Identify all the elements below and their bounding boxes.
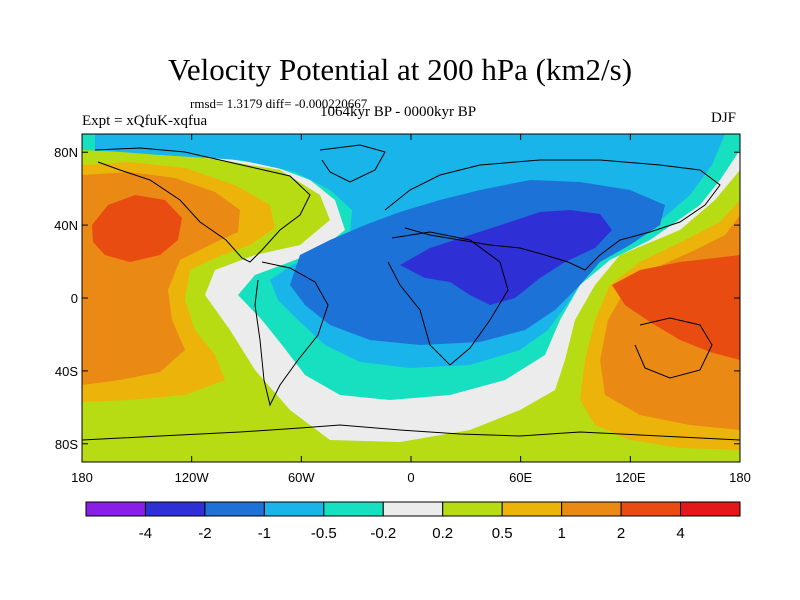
colorbar-box [561, 501, 622, 517]
lat-tick-label: 80N [54, 145, 78, 160]
colorbar-box [323, 501, 384, 517]
coastlines [82, 144, 740, 441]
colorbar-labels: -4 -2 -1 -0.5 -0.2 0.2 0.5 1 2 4 [139, 525, 685, 542]
coast-europe-asia [384, 159, 721, 271]
lat-tick-label: 0 [71, 291, 78, 306]
lat-tick-label: 80S [55, 437, 78, 452]
coast-south-america [254, 261, 329, 407]
coast-australia [634, 317, 713, 379]
colorbar-label: -2 [198, 525, 211, 542]
coast-north-america [94, 147, 311, 263]
period-label: 1064kyr BP - 0000kyr BP [320, 104, 477, 120]
coast-antarctica [82, 424, 740, 441]
coast-africa [387, 231, 509, 366]
lon-tick-label: 180 [729, 470, 751, 485]
rmsd-diff-stats: rmsd= 1.3179 diff= -0.000220667 [190, 96, 368, 111]
lon-tick-label: 60E [509, 470, 532, 485]
latitude-axis: 80N 40N 0 40S 80S [54, 145, 740, 452]
colorbar-box [85, 501, 146, 517]
lon-tick-label: 60W [288, 470, 315, 485]
colorbar-box [442, 501, 503, 517]
colorbar-label: -4 [139, 525, 152, 542]
lat-tick-label: 40S [55, 364, 78, 379]
colorbar-label: -1 [258, 525, 271, 542]
coast-greenland [319, 144, 386, 183]
lon-tick-label: 180 [71, 470, 93, 485]
longitude-axis: 180 120W 60W 0 60E 120E 180 [71, 134, 751, 485]
colorbar-label: -0.5 [311, 525, 337, 542]
colorbar-box [382, 501, 444, 517]
colorbar-boxes [85, 501, 741, 517]
contour-pos-strong-west [92, 195, 182, 262]
lon-tick-label: 0 [407, 470, 414, 485]
contour-fill-layer [82, 134, 740, 462]
plot-title: Velocity Potential at 200 hPa (km2/s) [167, 52, 633, 87]
colorbar-label: 0.2 [432, 525, 453, 542]
lon-tick-label: 120W [175, 470, 210, 485]
lat-tick-label: 40N [54, 218, 78, 233]
colorbar-label: 2 [617, 525, 625, 542]
colorbar-box [204, 501, 265, 517]
colorbar-label: 4 [676, 525, 684, 542]
colorbar-label: 1 [557, 525, 565, 542]
colorbar-box [501, 501, 563, 517]
contour-neg-strong [400, 210, 612, 305]
season-label: DJF [711, 110, 737, 126]
colorbar-label: 0.5 [492, 525, 513, 542]
contour-pos-strong-east [612, 255, 740, 360]
experiment-label: Expt = xQfuK-xqfua [82, 113, 208, 129]
lon-tick-label: 120E [615, 470, 646, 485]
colorbar-box [680, 501, 741, 517]
colorbar-box [620, 501, 682, 517]
colorbar-box [263, 501, 325, 517]
colorbar-label: -0.2 [370, 525, 396, 542]
colorbar-box [144, 501, 206, 517]
